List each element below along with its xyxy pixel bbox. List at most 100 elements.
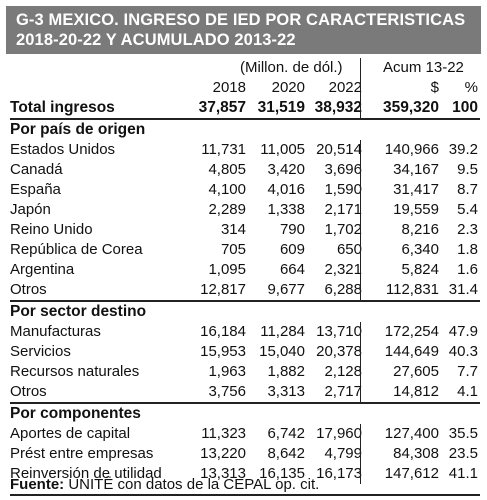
table-cell: 3,420 [267,161,305,178]
row-label: Otros [10,281,47,298]
table-cell: 8,642 [267,445,305,462]
table-cell: 2,321 [324,261,362,278]
table-cell: 38,932 [314,99,362,116]
table-cell: 19,559 [393,201,439,218]
table-cell: 17,960 [316,425,362,442]
table-cell: 39.2 [448,141,478,158]
table-cell: 705 [220,241,246,258]
table-cell: 2,717 [324,383,362,400]
table-cell: 40.3 [448,343,478,360]
row-label: Prést entre empresas [10,445,154,462]
table-cell: 20,378 [316,343,362,360]
table-cell: 31.4 [448,281,478,298]
table-cell: 147,612 [384,465,439,482]
row-label: Estados Unidos [10,141,116,158]
table-cell: 4,805 [208,161,246,178]
column-separator [360,78,361,98]
section-title: Por sector destino [10,303,147,320]
row-label: España [10,181,61,198]
table-cell: 37,857 [198,99,246,116]
table-cell: 172,254 [384,323,439,340]
table-cell: 359,320 [382,99,439,116]
header-row-units: (Millon. de dól.) Acum 13-22 [10,58,480,78]
table-cell: 12,817 [200,281,246,298]
acum-label: Acum 13-22 [383,59,464,76]
table-row: Prést entre empresas 13,220 8,642 4,799 84,3… [10,444,480,464]
table-cell: 4,016 [267,181,305,198]
units-label: (Millon. de dól.) [240,59,343,76]
table-cell: 1,095 [208,261,246,278]
row-label: Canadá [10,161,63,178]
section-header: Por componentes [10,404,480,424]
table-cell: 31,417 [393,181,439,198]
row-label: Otros [10,383,47,400]
title-line-2: 2018-20-22 Y ACUMULADO 2013-22 [16,31,296,49]
table-cell: 14,812 [393,383,439,400]
table-cell: 15,953 [200,343,246,360]
table-cell: 2,128 [324,363,362,380]
table-cell: 790 [279,221,305,238]
table-cell: 4.1 [457,383,478,400]
table-cell: 15,040 [259,343,305,360]
table-cell: 23.5 [448,445,478,462]
table-row: Aportes de capital 11,323 6,742 17,960 127,4… [10,424,480,444]
table-cell: 9.5 [457,161,478,178]
divider [10,402,480,404]
dollar-header: $ [430,79,439,96]
table-cell: 100 [452,99,478,116]
table-cell: 1,590 [324,181,362,198]
column-separator [360,58,361,78]
row-label: Servicios [10,343,71,360]
table-row: Japón 2,289 1,338 2,171 19,559 5.4 [10,200,480,220]
section-title: Por país de origen [10,121,146,138]
table-cell: 2,171 [324,201,362,218]
table-cell: 8.7 [457,181,478,198]
table-row: Reino Unido 314 790 1,702 8,216 2.3 [10,220,480,240]
year-header: 2018 [212,79,246,96]
source-note: Fuente: UNITË con datos de la CEPAL op. … [10,475,319,495]
table-cell: 13,313 [200,465,246,482]
table-cell: 7.7 [457,363,478,380]
table-cell: 41.1 [448,465,478,482]
column-separator [360,160,361,180]
section-header: Por sector destino [10,302,480,322]
row-label: Recursos naturales [10,363,140,380]
table-cell: 3,313 [267,383,305,400]
table-row: España 4,100 4,016 1,590 31,417 8.7 [10,180,480,200]
table-cell: 2,289 [208,201,246,218]
row-label: República de Corea [10,241,143,258]
header-row-years: 2018 2020 2022 $ % [10,78,480,98]
table-row: Otros 12,817 9,677 6,288 112,831 31.4 [10,280,480,300]
table-cell: 4,100 [208,181,246,198]
column-separator [360,382,361,402]
section-header: Por país de origen [10,120,480,140]
pct-header: % [464,79,478,96]
table-cell: 35.5 [448,425,478,442]
table-cell: 2.3 [457,221,478,238]
section-title: Por componentes [10,405,141,422]
column-separator [360,322,361,342]
table-cell: 664 [279,261,305,278]
table-cell: 144,649 [384,343,439,360]
table-cell: 1,963 [208,363,246,380]
total-label: Total ingresos [10,99,115,116]
table-cell: 6,288 [324,281,362,298]
column-separator [360,240,361,260]
year-header: 2022 [328,79,362,96]
table-cell: 11,005 [260,141,305,158]
column-separator [360,424,361,444]
column-separator [360,464,361,484]
divider [10,300,480,302]
table-cell: 5,824 [401,261,439,278]
table-row: Estados Unidos 11,731 11,005 20,514 140,966 3… [10,140,480,160]
row-label: Manufacturas [10,323,101,340]
table-cell: 16,173 [316,465,362,482]
table-cell: 13,710 [316,323,362,340]
table-cell: 1.8 [457,241,478,258]
data-table: (Millon. de dól.) Acum 13-22 2018 2020 2… [10,58,480,484]
table-row: Otros 3,756 3,313 2,717 14,812 4.1 [10,382,480,402]
table-cell: 112,831 [385,281,439,298]
row-label: Japón [10,201,51,218]
table-cell: 1,882 [267,363,305,380]
table-cell: 9,677 [267,281,305,298]
